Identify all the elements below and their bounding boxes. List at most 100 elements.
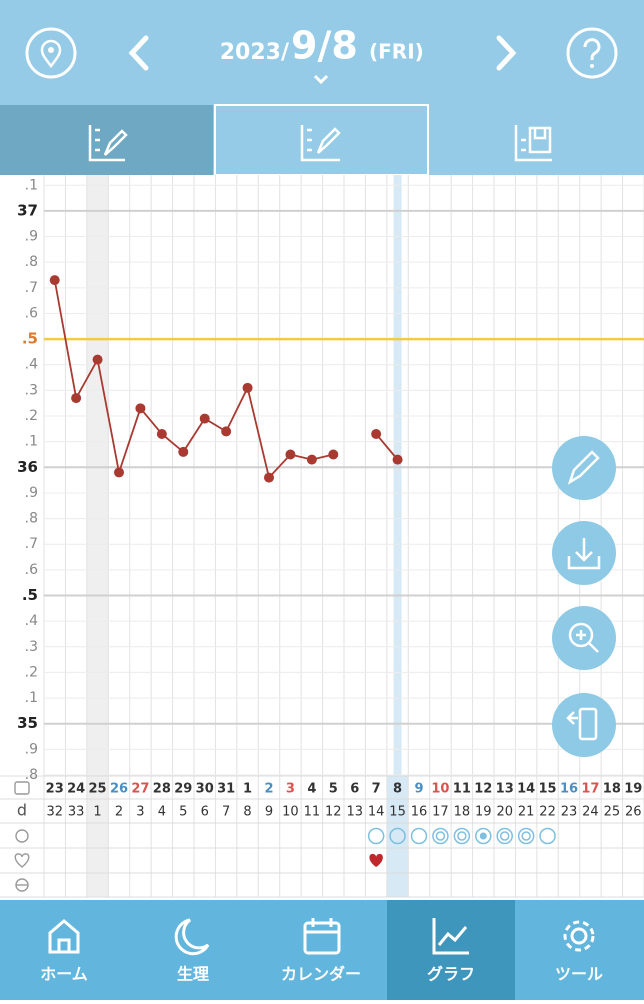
- cycle-day-label: 16: [411, 805, 428, 820]
- y-tick-label: 35: [17, 714, 38, 732]
- zoom-icon-lines: [576, 630, 599, 653]
- temperature-point: [242, 382, 253, 393]
- calendar-icon: [14, 781, 30, 795]
- nav-label[interactable]: ツール: [555, 965, 603, 984]
- chart: .137.9.8.7.6.5.4.3.2.136.9.8.7.6.5.4.3.2…: [0, 175, 644, 898]
- y-tick-label: .2: [25, 408, 38, 424]
- y-tick-label: .4: [25, 357, 38, 373]
- heart-icon: [14, 853, 30, 868]
- test-circle: [517, 827, 535, 845]
- temperature-point: [49, 275, 60, 286]
- test-circle-inner: [457, 831, 467, 841]
- nav-labels: ホーム 生理 カレンダー グラフ ツール: [40, 965, 603, 984]
- phone-icon: [578, 707, 598, 741]
- date-label: 5: [329, 782, 338, 797]
- cycle-day-label: 32: [46, 805, 63, 820]
- y-tick-label: .4: [25, 613, 38, 629]
- y-tick-label: .7: [25, 280, 38, 296]
- date-label: 17: [581, 782, 599, 797]
- pencil-icon: [567, 450, 600, 485]
- calendar-nav-lines: [305, 918, 339, 934]
- tab[interactable]: [214, 104, 429, 176]
- today-band: [393, 175, 402, 776]
- test-circle: [410, 827, 428, 845]
- test-star: [479, 832, 487, 840]
- y-tick-label: .9: [25, 485, 38, 501]
- next-arrow[interactable]: [496, 35, 517, 71]
- y-tick-label: .1: [25, 177, 38, 193]
- help-button[interactable]: [566, 27, 618, 79]
- row-icons: [14, 781, 30, 892]
- date-label: 10: [431, 782, 449, 797]
- test-circle: [389, 827, 406, 845]
- nav-bg: [0, 900, 644, 1000]
- cycle-day-label: 11: [304, 805, 321, 820]
- cycle-day-header: d: [17, 801, 27, 820]
- location-button[interactable]: [25, 27, 77, 79]
- fab-zoom[interactable]: [552, 606, 616, 670]
- cycle-day-label: 20: [496, 805, 513, 820]
- fab-edit[interactable]: [552, 436, 616, 500]
- temperature-point: [92, 354, 103, 365]
- weekday: (FRI): [369, 40, 424, 64]
- temperature-point: [392, 454, 403, 465]
- help-ring: [566, 27, 618, 79]
- today-cell: [386, 776, 409, 897]
- date-label: 1: [243, 782, 252, 797]
- date-label: 2: [264, 782, 273, 797]
- date-caret[interactable]: [313, 74, 329, 85]
- date-label: 29: [174, 782, 192, 797]
- y-tick-label: .1: [25, 690, 38, 706]
- date-label: 13: [496, 782, 514, 797]
- date-label: 7: [372, 782, 381, 797]
- temperature-point: [178, 446, 189, 457]
- help-q: [583, 38, 601, 61]
- y-tick-label: 37: [17, 201, 38, 219]
- date[interactable]: 9/8: [291, 24, 358, 68]
- y-tick-label: .9: [25, 229, 38, 245]
- temperature-point: [285, 449, 296, 460]
- temperature-point: [71, 393, 82, 404]
- cycle-day-label: 26: [625, 805, 642, 820]
- test-circle-inner: [499, 831, 510, 841]
- temperature-point: [328, 449, 339, 460]
- temperature-point: [135, 403, 146, 414]
- tab[interactable]: [430, 105, 644, 175]
- cycle-day-label: 6: [201, 805, 209, 820]
- cycle-day-label: 9: [265, 805, 273, 820]
- date-label: 3: [286, 782, 295, 797]
- y-tick-label: .6: [25, 562, 38, 578]
- moon-icon: [174, 918, 210, 956]
- y-tick-label: .5: [22, 330, 38, 348]
- zoom-icon: [568, 622, 594, 648]
- cycle-start-band: [86, 175, 109, 897]
- cycle-day-label: 10: [282, 805, 299, 820]
- y-tick-label: .1: [25, 434, 38, 450]
- nav-label[interactable]: 生理: [177, 965, 209, 984]
- nav-label[interactable]: ホーム: [40, 965, 88, 984]
- help-dot: [590, 64, 594, 68]
- temperature-point: [264, 472, 274, 483]
- cycle-day-label: 21: [518, 805, 535, 820]
- fab-rotate[interactable]: [552, 693, 616, 757]
- prev-arrow[interactable]: [128, 35, 149, 71]
- temperature-point: [221, 426, 232, 437]
- cycle-day-label: 12: [325, 805, 342, 820]
- home-icon: [48, 919, 80, 954]
- test-circle: [453, 827, 471, 845]
- y-tick-label: .3: [25, 639, 38, 655]
- tab-selected[interactable]: [0, 105, 213, 175]
- date-label: 30: [196, 782, 214, 797]
- nav-label[interactable]: カレンダー: [281, 965, 361, 984]
- temperature-point: [156, 428, 167, 439]
- cycle-day-label: 5: [179, 805, 187, 820]
- date-label: 23: [46, 782, 64, 797]
- date-label: 25: [89, 782, 107, 797]
- cycle-day-label: 1: [93, 805, 101, 820]
- cycle-day-label: 2: [115, 805, 123, 820]
- nav-label[interactable]: グラフ: [427, 965, 475, 984]
- y-tick-label: .6: [25, 305, 38, 321]
- cycle-day-label: 19: [475, 805, 492, 820]
